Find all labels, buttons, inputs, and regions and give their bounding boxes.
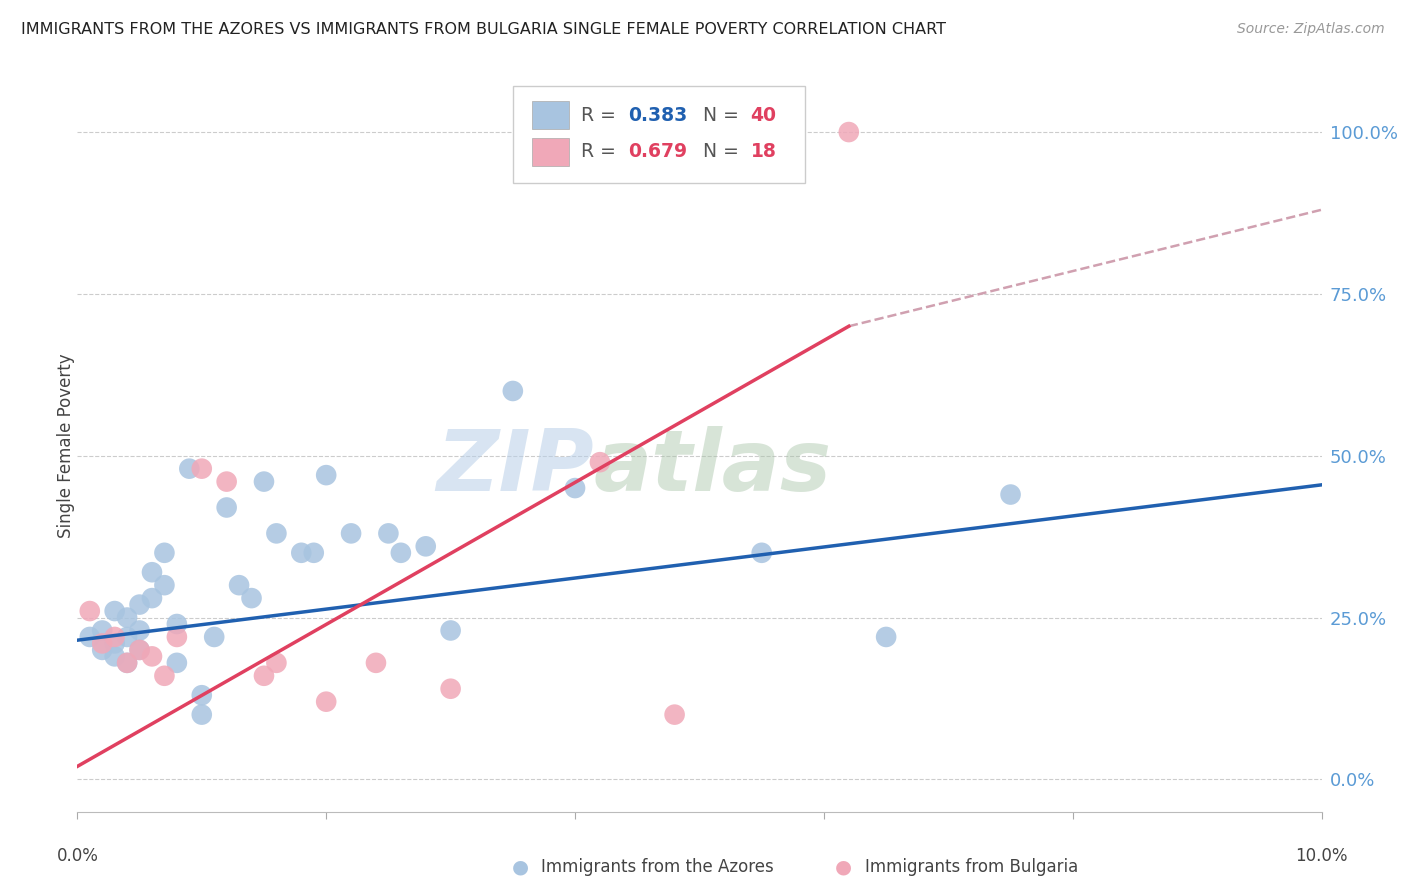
Point (389, 546, 412, 560)
Point (564, 481, 586, 495)
Point (91, 624, 114, 638)
Text: N =: N = (703, 106, 745, 125)
Text: atlas: atlas (593, 426, 832, 509)
Point (104, 630, 127, 644)
Point (79, 630, 101, 644)
Point (838, 125, 860, 139)
Text: R =: R = (581, 143, 621, 161)
Point (191, 707, 214, 722)
Point (141, 649, 163, 664)
Text: ●: ● (835, 857, 852, 877)
FancyBboxPatch shape (513, 87, 806, 183)
Point (228, 578, 250, 592)
Text: Source: ZipAtlas.com: Source: ZipAtlas.com (1237, 22, 1385, 37)
Point (340, 526, 363, 541)
Point (315, 695, 337, 709)
Point (166, 617, 188, 632)
Text: 18: 18 (751, 143, 776, 161)
Text: 0.679: 0.679 (628, 143, 688, 161)
Point (153, 669, 176, 683)
Point (104, 649, 127, 664)
Point (153, 546, 176, 560)
Point (315, 468, 337, 483)
Point (202, 630, 225, 644)
Point (141, 591, 163, 606)
Point (91, 636, 114, 650)
Point (751, 546, 773, 560)
Point (266, 526, 288, 541)
Point (115, 656, 138, 670)
Point (215, 500, 238, 515)
Point (166, 630, 188, 644)
Point (875, 630, 897, 644)
Point (115, 630, 138, 644)
Text: Immigrants from the Azores: Immigrants from the Azores (541, 858, 775, 876)
Point (290, 546, 312, 560)
Text: ZIP: ZIP (436, 426, 593, 509)
Point (191, 688, 214, 702)
Point (166, 656, 188, 670)
Point (589, 455, 612, 469)
Text: 0.0%: 0.0% (56, 847, 98, 865)
Point (91, 643, 114, 657)
Text: N =: N = (703, 143, 745, 161)
Point (79, 604, 101, 618)
Point (240, 591, 263, 606)
Point (191, 461, 214, 475)
FancyBboxPatch shape (531, 138, 569, 166)
Text: ●: ● (512, 857, 529, 877)
Point (302, 546, 325, 560)
Point (266, 656, 288, 670)
Point (115, 656, 138, 670)
Point (364, 656, 387, 670)
Point (377, 526, 399, 541)
Point (253, 475, 276, 489)
Point (664, 707, 686, 722)
Point (440, 624, 463, 638)
Point (104, 636, 127, 650)
Text: Immigrants from Bulgaria: Immigrants from Bulgaria (865, 858, 1078, 876)
Point (104, 604, 127, 618)
Point (128, 624, 150, 638)
Point (128, 643, 150, 657)
Point (141, 566, 163, 580)
Point (128, 643, 150, 657)
Point (179, 461, 201, 475)
Text: 40: 40 (751, 106, 776, 125)
Point (253, 669, 276, 683)
Point (215, 475, 238, 489)
Point (128, 598, 150, 612)
Point (440, 681, 463, 696)
Point (115, 610, 138, 624)
Text: R =: R = (581, 106, 621, 125)
Point (153, 578, 176, 592)
Point (1000, 487, 1022, 501)
Y-axis label: Single Female Poverty: Single Female Poverty (58, 354, 75, 538)
Text: IMMIGRANTS FROM THE AZORES VS IMMIGRANTS FROM BULGARIA SINGLE FEMALE POVERTY COR: IMMIGRANTS FROM THE AZORES VS IMMIGRANTS… (21, 22, 946, 37)
Text: 0.383: 0.383 (628, 106, 688, 125)
Point (415, 539, 437, 553)
Text: 10.0%: 10.0% (1295, 847, 1348, 865)
FancyBboxPatch shape (531, 102, 569, 129)
Point (502, 384, 524, 398)
